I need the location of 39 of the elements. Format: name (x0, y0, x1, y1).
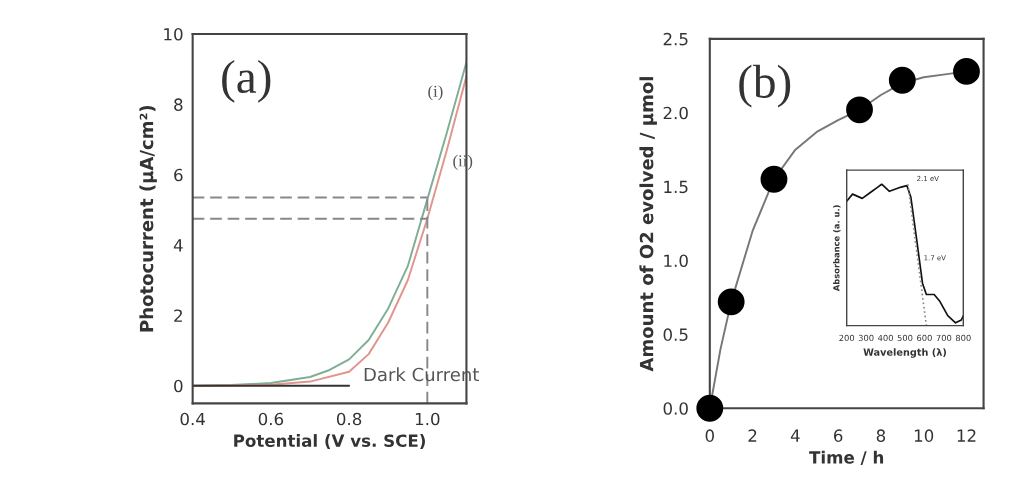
x-tick-label: 600 (917, 334, 932, 342)
x-tick-label: 400 (878, 334, 893, 342)
x-tick-label: 800 (955, 334, 971, 342)
annotation: (b) (739, 64, 791, 108)
x-tick-label: 0.6 (258, 412, 284, 426)
x-tick-label: 200 (839, 334, 855, 342)
x-tick-label: 12 (957, 429, 976, 442)
x-tick-label: 700 (936, 334, 952, 342)
y-tick-label: 2.5 (663, 32, 688, 46)
y-tick-label: 4 (173, 239, 183, 252)
x-axis-title: Potential (V vs. SCE) (234, 434, 425, 449)
x-tick-label: 500 (897, 334, 913, 342)
annotation: (a) (222, 59, 271, 103)
x-tick-label: 4 (790, 429, 800, 442)
y-axis-title: Photocurrent (μA/cm²) (139, 105, 157, 332)
y-tick-label: 0.0 (663, 402, 688, 415)
x-tick-label: 2 (748, 429, 757, 442)
x-tick-label: 0.4 (180, 412, 205, 426)
y-tick-label: 2.0 (663, 106, 688, 120)
y-tick-label: 6 (174, 168, 183, 182)
x-tick-label: 1.0 (415, 412, 440, 426)
y-tick-label: 1.5 (664, 180, 688, 194)
y-tick-label: 0.5 (663, 328, 688, 341)
y-tick-label: 1.0 (664, 254, 688, 268)
x-tick-label: 300 (858, 334, 874, 342)
y-tick-label: 10 (164, 27, 183, 41)
x-axis-title: Time / h (809, 450, 884, 465)
x-tick-label: 0 (705, 429, 714, 442)
x-tick-label: 6 (834, 429, 843, 442)
y-axis-title: Amount of O2 evolved / μmol (639, 77, 657, 372)
y-tick-label: 8 (174, 98, 183, 111)
x-tick-label: 8 (876, 429, 886, 442)
series-label: (i) (428, 85, 443, 101)
y-tick-label: 2 (174, 309, 182, 322)
y-axis-title: Absorbance (a. u.) (833, 205, 841, 292)
x-axis-title: Wavelength (λ) (863, 348, 946, 358)
x-tick-label: 10 (914, 429, 934, 442)
y-tick-label: 0 (174, 379, 183, 393)
x-tick-label: 0.8 (336, 412, 362, 426)
